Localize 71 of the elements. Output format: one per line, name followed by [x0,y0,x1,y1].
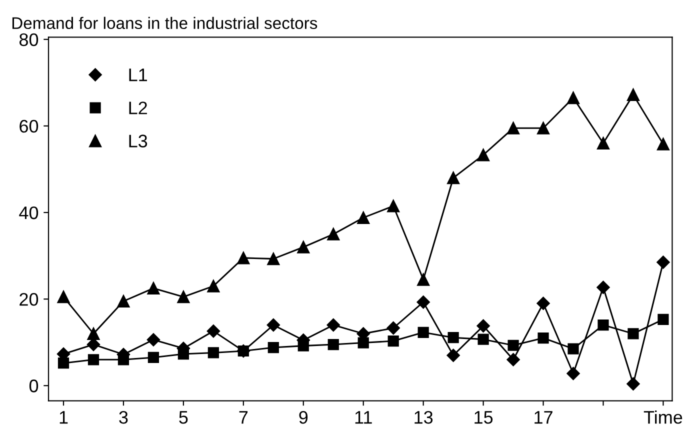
point [387,200,400,212]
y-tick-label: 80 [19,33,38,46]
point [446,348,460,362]
x-tick-label: 13 [414,410,433,424]
x-tick-label: 7 [239,411,248,424]
point [566,366,580,380]
point [656,138,670,150]
point [477,148,490,162]
x-tick-label: 1 [60,411,68,424]
point [146,333,160,346]
point [537,122,550,134]
point [507,122,520,134]
point [417,273,430,286]
point [447,172,460,184]
point [596,280,610,294]
point [567,92,580,104]
legend-label: L1 [129,68,147,82]
point [326,318,340,332]
point [628,328,639,340]
point [87,327,100,340]
y-tick-label: 20 [20,293,38,306]
point [267,252,280,266]
point [506,353,520,366]
x-tick-label: Time [644,410,682,424]
x-tick-label: 17 [534,411,552,424]
point [416,296,430,309]
point [626,377,640,390]
x-tick-label: 9 [299,410,308,424]
point [448,332,459,344]
point [538,332,549,344]
point [598,319,609,331]
point [478,334,489,345]
y-tick-label: 40 [19,206,38,220]
point [568,343,579,354]
point [297,240,310,254]
point [327,228,340,240]
point [357,211,370,224]
y-tick-label: 0 [29,380,38,392]
x-tick-label: 5 [179,411,188,424]
x-tick-label: 15 [474,411,493,424]
point [328,338,339,350]
point [418,326,429,338]
point [656,256,670,269]
point [388,335,399,347]
point [508,340,519,351]
legend-label: L3 [129,134,148,148]
point [117,294,130,308]
legend-label: L2 [129,102,147,114]
point [266,318,280,332]
chart-title: Demand for loans in the industrial sectors [12,16,318,30]
point [58,358,70,369]
point [207,280,220,292]
point [536,296,550,310]
point [57,290,70,304]
point [358,337,369,348]
point [268,342,279,354]
point [237,252,250,264]
point [88,354,100,366]
point [596,137,610,150]
point [386,321,400,335]
x-tick-label: 11 [355,411,372,424]
point [208,347,219,358]
point [476,319,490,332]
y-tick-label: 60 [20,120,38,133]
point [148,352,160,364]
x-tick-label: 3 [119,410,128,424]
point [658,314,669,325]
point [626,88,640,102]
point [206,324,220,338]
point [177,290,190,304]
point [147,282,160,294]
